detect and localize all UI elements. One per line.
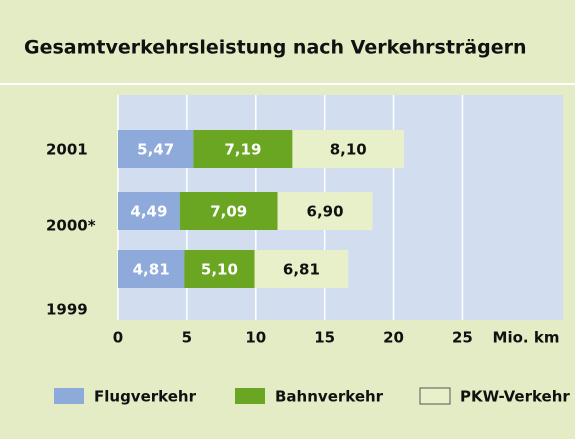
x-tick-label: 10 — [245, 329, 266, 347]
value-label: 4,49 — [130, 203, 167, 221]
x-tick-label: 0 — [113, 329, 123, 347]
legend-label: PKW-Verkehr — [460, 388, 570, 406]
bar-segment — [118, 250, 185, 288]
value-label: 5,47 — [137, 141, 174, 159]
value-label: 6,81 — [283, 261, 320, 279]
value-label: 5,10 — [201, 261, 238, 279]
legend-label: Flugverkehr — [94, 388, 197, 406]
x-axis-label: Mio. km — [493, 329, 560, 347]
y-tick-label: 2001 — [46, 141, 88, 159]
bar-segment — [254, 250, 349, 288]
y-tick-label: 2000* — [46, 217, 96, 235]
bar-segment — [193, 130, 293, 168]
value-label: 7,19 — [224, 141, 261, 159]
legend-swatch — [235, 388, 265, 404]
legend-swatch — [419, 387, 451, 405]
x-tick-label: 20 — [383, 329, 404, 347]
bar-segment — [118, 192, 180, 230]
bar-segment — [277, 192, 373, 230]
value-label: 8,10 — [330, 141, 367, 159]
y-tick-label: 1999 — [46, 301, 88, 319]
legend-swatch — [54, 388, 84, 404]
value-label: 4,81 — [133, 261, 170, 279]
value-label: 7,09 — [210, 203, 247, 221]
bar-segment — [179, 192, 278, 230]
x-tick-label: 15 — [314, 329, 335, 347]
legend-label: Bahnverkehr — [275, 388, 384, 406]
bar-segment — [118, 130, 194, 168]
value-label: 6,90 — [307, 203, 344, 221]
x-tick-label: 5 — [182, 329, 192, 347]
bar-segment — [292, 130, 405, 168]
chart-title: Gesamtverkehrsleistung nach Verkehrsträg… — [24, 37, 526, 59]
x-tick-label: 25 — [452, 329, 473, 347]
bar-segment — [184, 250, 255, 288]
